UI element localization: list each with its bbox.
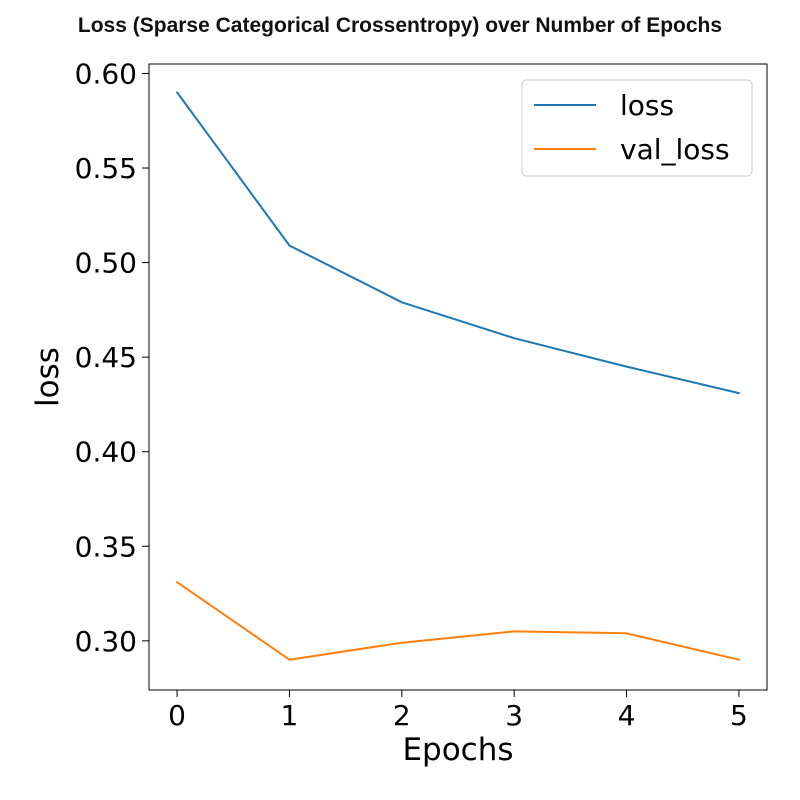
series-line-loss <box>176 91 740 395</box>
x-axis-label: Epochs <box>402 732 513 768</box>
y-tick-label: 0.45 <box>75 341 137 374</box>
x-tick-label: 4 <box>618 699 636 732</box>
legend-label: val_loss <box>620 133 730 166</box>
legend-label: loss <box>620 89 674 122</box>
x-tick-label: 1 <box>281 699 299 732</box>
x-tick-label: 0 <box>168 699 186 732</box>
chart-title: Loss (Sparse Categorical Crossentropy) o… <box>77 14 723 37</box>
y-axis-label: loss <box>30 347 66 407</box>
x-tick-label: 5 <box>730 699 748 732</box>
series-line-val-loss <box>176 581 740 661</box>
y-tick-label: 0.50 <box>75 247 137 280</box>
y-tick-label: 0.35 <box>75 530 137 563</box>
y-tick-label: 0.30 <box>75 625 137 658</box>
legend: loss val_loss <box>521 79 753 177</box>
y-tick-label: 0.40 <box>75 436 137 469</box>
x-tick-label: 3 <box>505 699 523 732</box>
plot-frame <box>148 63 768 691</box>
y-tick-label: 0.60 <box>75 57 137 90</box>
x-axis: 0 1 2 3 4 5 <box>168 690 748 732</box>
y-axis: 0.30 0.35 0.40 0.45 0.50 0.55 0.60 <box>75 57 149 658</box>
y-tick-label: 0.55 <box>75 152 137 185</box>
x-tick-label: 2 <box>393 699 411 732</box>
plot-area <box>176 91 740 661</box>
